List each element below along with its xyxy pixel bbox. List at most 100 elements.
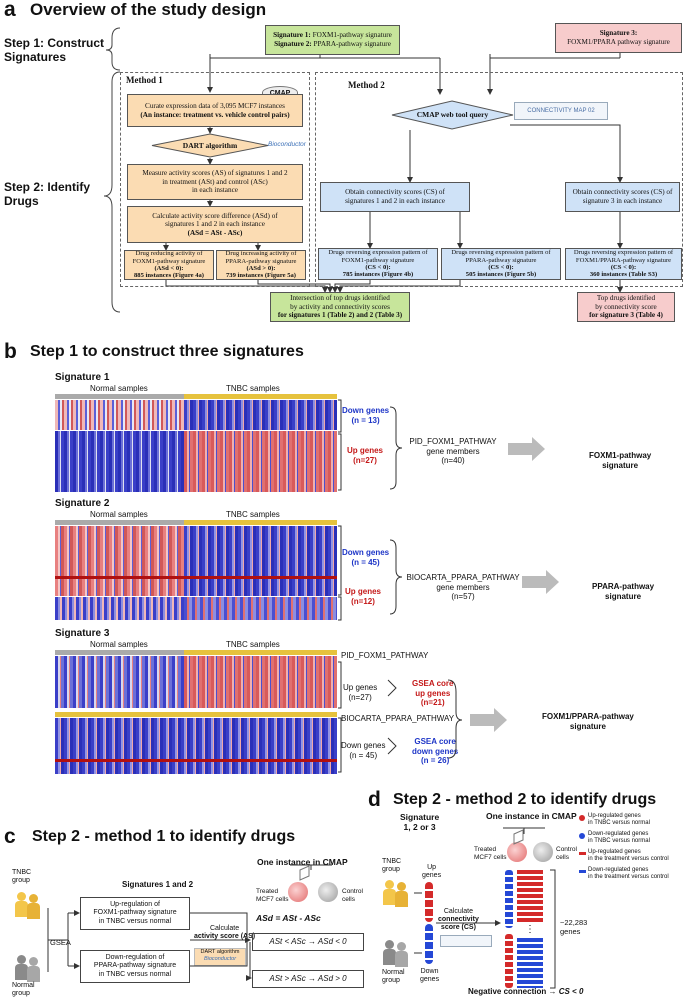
legend-item-1: Up-regulated genes in TNBC versus normal — [579, 813, 687, 831]
sig3-result-line2: signature — [569, 721, 606, 731]
sig1-down-genes: Down genes (n = 13) — [342, 406, 389, 425]
tnbc-group-icon — [14, 892, 44, 920]
sig1-members: PID_FOXM1_PATHWAY gene members (n=40) — [398, 437, 508, 466]
legend-label-3: Up-regulated genes in the treatment vers… — [588, 849, 669, 862]
sig3-name: FOXM1/PPARA pathway signature — [567, 38, 670, 46]
sig1-up-label: Up genes — [347, 446, 384, 455]
sig3-gsea-down: GSEA core down genes (n = 26) — [412, 737, 458, 766]
measure-line2: in treatment (ASt) and control (ASc) — [162, 177, 268, 186]
asd-equation: ASd = ASt - ASc — [256, 913, 321, 923]
sig2-normal-label: Normal samples — [90, 510, 148, 519]
treated-label-c: Treated MCF7 cells — [256, 888, 289, 903]
reduce-line1: Drug reducing activity of — [135, 250, 203, 258]
measure-box: Measure activity scores (AS) of signatur… — [127, 164, 303, 200]
increase-line1: Drug increasing activity of — [225, 250, 297, 258]
downreg-line1: Down-regulation of — [105, 953, 165, 961]
method1-label: Method 1 — [126, 75, 163, 85]
signature-2-title: Signature 2 — [55, 498, 110, 509]
sig3-down-n: (n = 45) — [349, 750, 378, 760]
obtain-cs-12-box: Obtain connectivity scores (CS) of signa… — [320, 182, 470, 212]
top-drugs-box: Top drugs identified by connectivity sco… — [577, 292, 675, 322]
calc-line2: signatures 1 and 2 in each instance — [165, 220, 265, 229]
sig1-result: FOXM1-pathway signature — [589, 451, 651, 470]
obtain3-line1: Obtain connectivity scores (CS) of — [572, 188, 673, 197]
one-instance-c: One instance in CMAP — [257, 857, 348, 867]
tnbc-group-d-icon — [382, 880, 412, 908]
calculate-as: Calculate activity score (AS) — [194, 925, 255, 941]
sig2-members: BIOCARTA_PPARA_PATHWAY gene members (n=5… — [398, 573, 528, 602]
sig2-members-line3: (n=57) — [451, 592, 475, 601]
treated-label-d: Treated MCF7 cells — [474, 846, 507, 861]
negative-connection-rel: → CS < 0 — [548, 987, 584, 996]
panel-c-title: Step 2 - method 1 to identify drugs — [32, 828, 296, 845]
reduce-line2: FOXM1-pathway signature — [132, 257, 206, 265]
sig1-members-line3: (n=40) — [441, 456, 465, 465]
obtain3-line2: signature 3 in each instance — [582, 197, 663, 205]
sig1-name: FOXM1-pathway signature — [310, 31, 392, 40]
method1-frame — [120, 72, 310, 287]
curate-line1: Curate expression data of 3,095 MCF7 ins… — [145, 101, 285, 110]
calculate-asd-box: Calculate activity score difference (ASd… — [127, 206, 303, 243]
top-drugs-line2: by connectivity score — [595, 302, 657, 311]
legend-dot-blue — [579, 833, 585, 839]
legend-bar-red — [579, 852, 586, 855]
rev-ppara-line1: Drugs reversing expression pattern of — [451, 249, 551, 257]
measure-line1: Measure activity scores (AS) of signatur… — [142, 169, 288, 178]
sig3-heatmap-up — [55, 650, 337, 708]
increase-line3: (ASd > 0): — [246, 265, 276, 272]
step1-label: Step 1: Construct Signatures — [4, 36, 105, 64]
panel-b-title: Step 1 to construct three signatures — [30, 343, 304, 360]
sig2-up-n: (n=12) — [351, 596, 375, 606]
sig3-gsea-up-2: up genes — [415, 688, 451, 698]
sig1-down-n: (n = 13) — [351, 415, 380, 425]
sig1-label: Signature 1: — [273, 31, 311, 40]
sig3-pathway1: PID_FOXM1_PATHWAY — [341, 651, 429, 660]
sig1-up-genes: Up genes (n=27) — [347, 446, 383, 465]
rev-ppara-line4: 505 instances (Figure 5b) — [465, 271, 537, 279]
panel-a-letter: a — [4, 0, 16, 21]
downreg-line2: PPARA-pathway signature — [93, 962, 177, 970]
sig2-label: Signature 2: — [274, 40, 312, 48]
sig1-tnbc-label: TNBC samples — [226, 384, 280, 393]
rev-foxm1-line2: FOXM1-pathway signature — [341, 256, 415, 264]
intersection-box: Intersection of top drugs identified by … — [270, 292, 410, 322]
sig3-up-n: (n=27) — [348, 692, 372, 702]
method2-label: Method 2 — [348, 80, 385, 90]
panel-c-letter: c — [4, 825, 16, 848]
dart-diamond: DART algorithm — [150, 133, 270, 158]
sig1-members-line1: PID_FOXM1_PATHWAY — [409, 437, 497, 446]
rev-foxm1-line4: 785 instances (Figure 4b) — [342, 271, 414, 279]
legend-label-2: Down-regulated genes in TNBC versus norm… — [588, 831, 650, 844]
signature-1-2-box: Signature 1: FOXM1-pathway signature Sig… — [265, 25, 400, 55]
reduce-line4: 885 instances (Figure 4a) — [133, 272, 205, 280]
rev-both-line4: 360 instances (Table S3) — [589, 271, 658, 279]
sig1-heatmap — [55, 394, 337, 492]
sig1-down-label: Down genes — [342, 406, 390, 415]
sig1-up-n: (n=27) — [353, 455, 377, 465]
measure-line3: in each instance — [192, 186, 238, 195]
drug-reducing-box: Drug reducing activity of FOXM1-pathway … — [124, 250, 214, 280]
rank-dots: ⋮ — [525, 924, 535, 935]
bioconductor-chip-label: Bioconductor — [203, 956, 237, 962]
upreg-line3: in TNBC versus normal — [98, 917, 172, 925]
sig1-result-line2: signature — [602, 460, 639, 470]
one-instance-d: One instance in CMAP — [486, 811, 577, 821]
cmap-logo-d — [440, 935, 492, 947]
sig3-gsea-up-1: GSEA core — [412, 679, 454, 688]
method2-frame — [315, 72, 683, 287]
control-cells-d-icon — [533, 842, 553, 862]
negative-connection: Negative connection → CS < 0 — [468, 987, 583, 997]
increase-line2: PPARA-pathway signature — [225, 257, 297, 265]
signature-1-title: Signature 1 — [55, 372, 110, 383]
treated-cells-c-icon — [288, 882, 308, 902]
drug-increasing-box: Drug increasing activity of PPARA-pathwa… — [216, 250, 306, 280]
sig2-result-line1: PPARA-pathway — [592, 582, 655, 591]
sig3-result-line1: FOXM1/PPARA-pathway — [542, 712, 634, 721]
sig3-gsea-down-3: (n = 26) — [421, 756, 450, 765]
sig3-up-label: Up genes — [343, 683, 378, 692]
upreg-line2: FOXM1-pathway signature — [93, 909, 177, 917]
